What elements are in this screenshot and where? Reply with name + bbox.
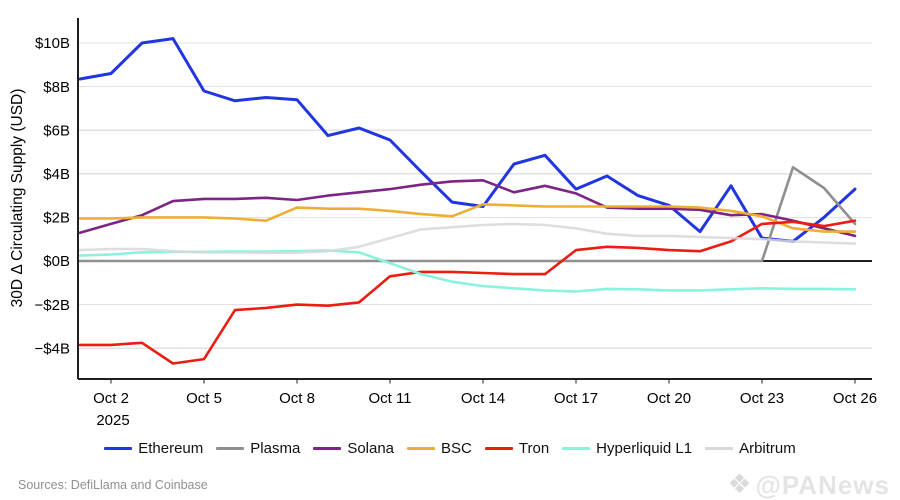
legend-item-solana: Solana	[313, 441, 394, 456]
x-tick-label: Oct 23	[740, 390, 784, 407]
legend-label-solana: Solana	[347, 440, 395, 457]
year-label: 2025	[96, 412, 129, 429]
y-tick-label: $2B	[43, 210, 70, 227]
x-tick-label: Oct 26	[833, 390, 877, 407]
legend-swatch-bsc	[407, 447, 436, 450]
series-line-bsc	[78, 203, 857, 233]
y-tick-label: −$2B	[35, 297, 70, 314]
x-tick-label: Oct 17	[554, 390, 598, 407]
supply-chart: $10B $8B $6B $4B $2B $0B −$2B −$4B Oct 2 Oct 5 Oct…	[9, 18, 877, 429]
x-tick-label: Oct 20	[647, 390, 691, 407]
y-tick-label: $6B	[43, 122, 70, 139]
legend-item-tron: Tron	[484, 440, 550, 457]
legend-label-ethereum: Ethereum	[138, 440, 204, 457]
y-tick-label: $0B	[43, 253, 70, 270]
x-tick-label: Oct 14	[461, 390, 505, 407]
y-tick-label: $10B	[35, 35, 70, 52]
legend-item-ethereum: Ethereum	[104, 441, 203, 456]
legend-swatch-plasma	[216, 447, 245, 450]
x-tick-label: Oct 5	[186, 390, 222, 407]
x-tick-label: Oct 8	[279, 390, 315, 407]
legend-item-hyperliquid-l1: Hyperliquid L1	[562, 441, 692, 456]
legend-item-bsc: BSC	[407, 441, 472, 456]
legend-label-arbitrum: Arbitrum	[739, 440, 796, 457]
y-axis-title: 30D Δ Circulating Supply (USD)	[9, 89, 26, 308]
legend-swatch-hyperliquid-l1	[562, 447, 591, 450]
series-line-solana	[78, 179, 857, 238]
series-line-arbitrum	[78, 222, 857, 254]
legend-swatch-solana	[313, 447, 342, 450]
series-line-tron	[78, 219, 857, 365]
legend-swatch-ethereum	[104, 447, 133, 450]
panews-watermark-text: @PANews	[755, 469, 890, 500]
legend-label-bsc: BSC	[441, 440, 472, 457]
legend-swatch-arbitrum	[705, 447, 734, 450]
y-tick-label: −$4B	[35, 340, 70, 357]
series-line-plasma	[78, 166, 857, 263]
x-tick-label: Oct 11	[368, 390, 411, 407]
x-tick-label: Oct 2	[93, 390, 129, 407]
y-tick-label: $4B	[43, 166, 70, 183]
legend-label-plasma: Plasma	[250, 440, 301, 457]
legend-item-plasma: Plasma	[216, 441, 300, 456]
panews-diamond-icon: ❖	[727, 469, 752, 499]
legend-swatch-tron	[484, 447, 513, 450]
series-line-hyperliquid-l1	[78, 249, 857, 293]
series-line-ethereum	[78, 37, 857, 243]
chart-legend: Ethereum Plasma Solana BSC Tron Hyperliquid L…	[0, 441, 900, 456]
legend-item-arbitrum: Arbitrum	[705, 441, 796, 456]
panews-watermark: ❖ @PANews	[727, 471, 890, 498]
sources-note: Sources: DefiLlama and Coinbase	[18, 478, 208, 492]
y-tick-label: $8B	[43, 79, 70, 96]
legend-label-hyperliquid-l1: Hyperliquid L1	[596, 440, 693, 457]
legend-label-tron: Tron	[518, 440, 550, 457]
